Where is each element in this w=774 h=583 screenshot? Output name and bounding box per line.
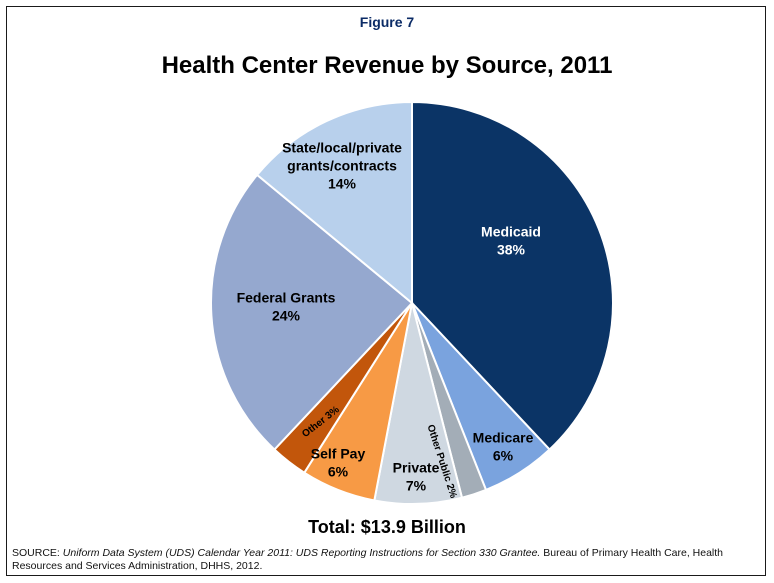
figure-frame [6,6,766,576]
slice-value: 24% [272,308,301,324]
source-citation: Uniform Data System (UDS) Calendar Year … [62,547,541,559]
slice-value: 6% [493,448,514,464]
figure-label: Figure 7 [359,14,415,30]
pie-slice-medicaid [411,100,614,451]
source-note: SOURCE: Uniform Data System (UDS) Calend… [12,547,762,573]
slice-label-private: Private 7% [393,460,440,494]
total-label: Total: $13.9 Billion [308,517,466,537]
pie-slice-state-local-private-grants-contracts [255,100,413,306]
slice-label-state-local-private-grants-contracts: State/local/private grants/contracts 14% [282,140,402,192]
slice-name: Federal Grants [237,290,336,306]
source-rest: Bureau of Primary Health Care, Health Re… [12,547,724,572]
pie-slice-federal-grants [210,173,414,451]
chart-title: Health Center Revenue by Source, 2011 [161,52,613,79]
slice-name: Medicare [473,430,534,446]
slice-name: Self Pay [311,446,366,462]
slice-value: 38% [497,242,526,258]
slice-name: Private [393,460,440,476]
slice-value: 7% [406,478,427,494]
slice-name: Medicaid [481,224,541,240]
slice-label-self-pay: Self Pay 6% [311,446,366,480]
slice-value: 14% [328,176,357,192]
slice-label-medicare: Medicare 6% [473,430,534,464]
slice-value: 6% [328,464,349,480]
source-prefix: SOURCE: [12,547,63,559]
slice-name: State/local/private [282,140,402,156]
slice-name: grants/contracts [287,158,397,174]
slice-label-medicaid: Medicaid 38% [481,224,541,258]
slice-label-federal-grants: Federal Grants 24% [237,290,336,324]
